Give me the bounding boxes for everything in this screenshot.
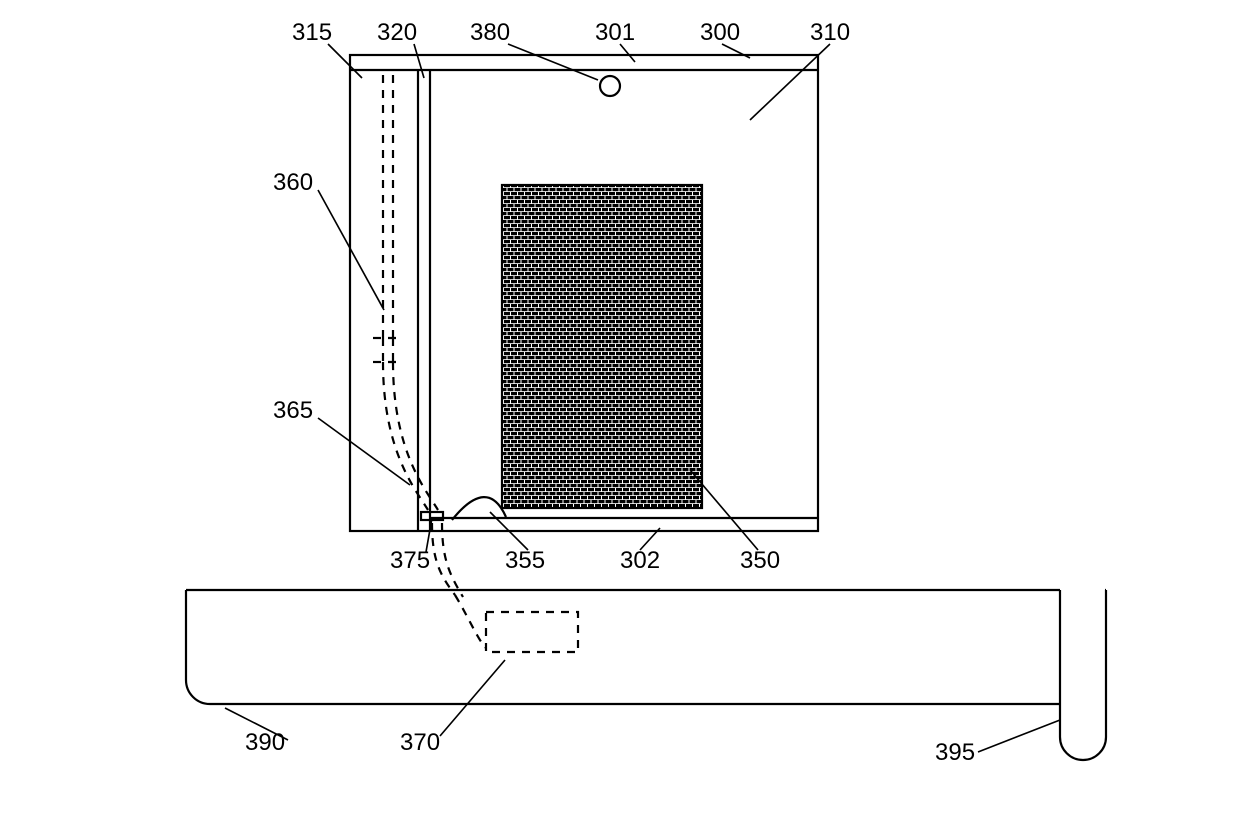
top-circle — [600, 76, 620, 96]
label-365: 365 — [273, 397, 313, 424]
feed-to-box — [455, 595, 486, 648]
label-302: 302 — [620, 547, 660, 574]
leader-370 — [440, 660, 505, 736]
feed-tube-a — [432, 523, 455, 595]
label-370: 370 — [400, 729, 440, 756]
label-375: 375 — [390, 547, 430, 574]
label-360: 360 — [273, 169, 313, 196]
label-310: 310 — [810, 19, 850, 46]
base-outline — [186, 590, 1106, 704]
label-301: 301 — [595, 19, 635, 46]
leader-315 — [328, 44, 362, 78]
outlet-curve — [452, 497, 506, 520]
leader-380 — [508, 44, 598, 80]
label-355: 355 — [505, 547, 545, 574]
hatched-panel — [502, 185, 702, 508]
label-300: 300 — [700, 19, 740, 46]
tube-curve-a — [383, 362, 428, 510]
tube-curve-b — [393, 362, 438, 510]
label-350: 350 — [740, 547, 780, 574]
feed-tube-b — [442, 523, 463, 597]
leader-301 — [620, 44, 635, 62]
label-390: 390 — [245, 729, 285, 756]
label-395: 395 — [935, 739, 975, 766]
leader-395 — [978, 720, 1060, 752]
leader-350 — [690, 470, 758, 550]
dashed-box — [486, 612, 578, 652]
label-320: 320 — [377, 19, 417, 46]
label-380: 380 — [470, 19, 510, 46]
pod-outline — [1060, 590, 1106, 760]
patent-figure: 315 320 380 301 300 310 360 365 375 355 302 350 390 3… — [0, 0, 1240, 829]
label-315: 315 — [292, 19, 332, 46]
